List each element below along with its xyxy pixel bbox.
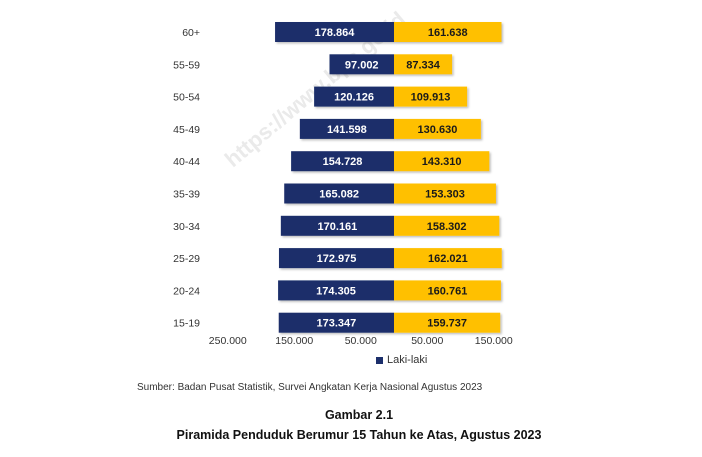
- bar-laki-laki: [314, 86, 394, 107]
- bar-value-label-perempuan: 162.021: [428, 253, 468, 265]
- bar-value-label-perempuan: 159.737: [427, 318, 467, 330]
- bar-perempuan: [394, 183, 496, 204]
- bar-value-label-laki-laki: 170.161: [318, 221, 358, 233]
- category-label: 25-29: [173, 253, 200, 265]
- bar-value-label-perempuan: 143.310: [422, 156, 462, 168]
- bar-perempuan: [394, 248, 502, 269]
- bar-value-label-laki-laki: 120.126: [334, 92, 374, 104]
- category-label: 55-59: [173, 59, 200, 71]
- category-label: 50-54: [173, 92, 200, 104]
- category-label: 60+: [182, 27, 200, 39]
- x-tick-label: 50.000: [411, 335, 443, 347]
- source-note: Sumber: Badan Pusat Statistik, Survei An…: [137, 382, 483, 393]
- bar-value-label-perempuan: 87.334: [406, 59, 441, 71]
- category-label: 45-49: [173, 124, 200, 136]
- bar-laki-laki: [299, 118, 394, 139]
- figure-number: Gambar 2.1: [324, 408, 394, 422]
- category-label: 15-19: [173, 318, 200, 330]
- category-label: 35-39: [173, 189, 200, 201]
- legend-label-laki-laki: Laki-laki: [387, 354, 428, 366]
- bar-perempuan: [394, 54, 453, 75]
- population-pyramid-chart: https://www.bps.go.id 60+ 178.864 161.6385…: [173, 6, 513, 347]
- legend-swatch-laki-laki: [376, 356, 383, 364]
- bar-laki-laki: [291, 151, 394, 172]
- bar-perempuan: [394, 280, 501, 301]
- x-tick-label: 250.000: [209, 335, 247, 347]
- x-tick-label: 50.000: [345, 335, 377, 347]
- bar-perempuan: [394, 86, 468, 107]
- bar-value-label-perempuan: 130.630: [418, 124, 458, 136]
- bar-laki-laki: [329, 54, 394, 75]
- x-tick-label: 150.000: [475, 335, 513, 347]
- bar-laki-laki: [278, 280, 394, 301]
- bar-laki-laki: [278, 248, 394, 269]
- bar-perempuan: [394, 22, 502, 42]
- x-tick-label: 150.000: [275, 335, 313, 347]
- bar-value-label-laki-laki: 165.082: [319, 189, 359, 201]
- bar-value-label-perempuan: 109.913: [411, 92, 451, 104]
- category-label: 30-34: [173, 221, 200, 233]
- category-label: 20-24: [173, 285, 200, 297]
- bar-value-label-laki-laki: 141.598: [327, 124, 367, 136]
- category-label: 40-44: [173, 156, 200, 168]
- bar-value-label-perempuan: 161.638: [428, 27, 468, 39]
- bar-value-label-laki-laki: 154.728: [323, 156, 363, 168]
- chart-legend: Laki-laki: [376, 354, 427, 366]
- bar-laki-laki: [280, 215, 394, 236]
- bar-perempuan: [394, 312, 501, 333]
- bar-laki-laki: [284, 183, 394, 204]
- bar-value-label-perempuan: 153.303: [425, 189, 465, 201]
- bar-value-label-laki-laki: 173.347: [316, 318, 356, 330]
- bar-laki-laki: [278, 312, 394, 333]
- bar-value-label-laki-laki: 172.975: [317, 253, 357, 265]
- bar-perempuan: [394, 215, 500, 236]
- bar-perempuan: [394, 151, 490, 172]
- bar-laki-laki: [275, 22, 394, 42]
- bar-value-label-perempuan: 158.302: [427, 221, 467, 233]
- bar-value-label-laki-laki: 97.002: [345, 59, 379, 71]
- bar-value-label-perempuan: 160.761: [428, 285, 468, 297]
- bar-value-label-laki-laki: 174.305: [316, 285, 356, 297]
- bar-perempuan: [394, 118, 481, 139]
- figure-title: Piramida Penduduk Berumur 15 Tahun ke At…: [176, 428, 542, 442]
- bar-value-label-laki-laki: 178.864: [315, 27, 356, 39]
